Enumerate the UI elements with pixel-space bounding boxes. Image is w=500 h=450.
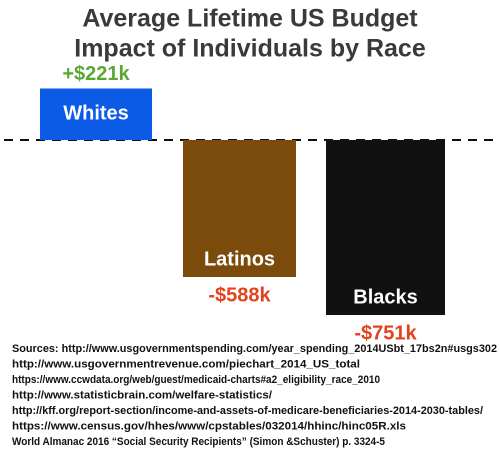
value-label: -$588k bbox=[208, 284, 271, 306]
category-label: Latinos bbox=[204, 248, 275, 270]
chart-title: Impact of Individuals by Race bbox=[74, 35, 426, 63]
bar bbox=[183, 140, 296, 278]
source-line: http://www.statisticbrain.com/welfare-st… bbox=[12, 389, 272, 401]
source-line: World Almanac 2016 “Social Security Reci… bbox=[12, 436, 385, 448]
source-line: https://www.census.gov/hhes/www/cpstable… bbox=[12, 420, 406, 432]
bar bbox=[40, 88, 152, 140]
source-line: Sources: http://www.usgovernmentspending… bbox=[12, 343, 497, 355]
source-line: https://www.ccwdata.org/web/guest/medica… bbox=[12, 374, 380, 386]
value-label: -$751k bbox=[354, 322, 417, 344]
category-label: Whites bbox=[63, 103, 129, 125]
category-label: Blacks bbox=[353, 286, 418, 308]
chart-title: Average Lifetime US Budget bbox=[82, 5, 418, 33]
value-label: +$221k bbox=[62, 63, 130, 85]
source-line: http://www.usgovernmentrevenue.com/piech… bbox=[12, 358, 360, 370]
source-line: http://kff.org/report-section/income-and… bbox=[12, 405, 483, 417]
bar bbox=[326, 140, 445, 315]
